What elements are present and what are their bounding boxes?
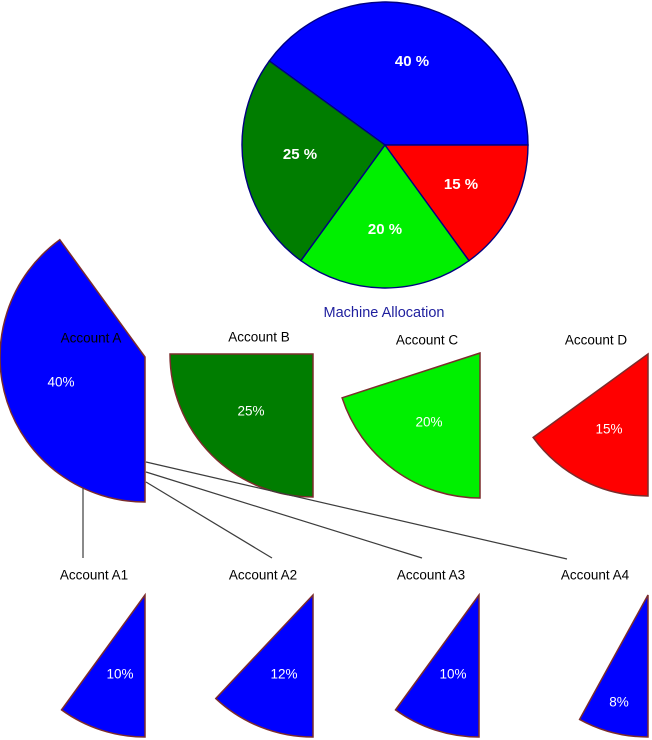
account-c-label: Account C: [395, 332, 459, 348]
main-pie: [241, 1, 529, 289]
pie-slice-account-d: [383, 144, 529, 262]
chart-title: Machine Allocation: [323, 305, 445, 322]
pie-label-20: 20 %: [367, 220, 403, 238]
account-b-percent: 25%: [237, 403, 265, 419]
connector-line-a3: [145, 471, 423, 559]
account-a3-label: Account A3: [396, 567, 466, 583]
pie-label-25: 25 %: [282, 145, 318, 163]
wedge-account-a3: [394, 592, 480, 738]
account-d-label: Account D: [564, 332, 628, 348]
account-a2-label: Account A2: [228, 567, 298, 583]
connector-lines: [82, 461, 568, 560]
account-b-label: Account B: [228, 329, 290, 345]
account-c-percent: 20%: [415, 414, 443, 430]
account-a4-percent: 8%: [609, 694, 629, 710]
pie-slice-account-c: [299, 143, 471, 289]
wedge-account-c: [341, 351, 481, 499]
connector-line-a2: [145, 481, 273, 559]
subaccount-wedges: [60, 592, 649, 738]
wedge-account-b: [169, 353, 314, 498]
wedge-account-a1: [60, 592, 146, 738]
account-wedges: [0, 238, 649, 503]
wedge-account-a: [0, 238, 146, 503]
account-a4-label: Account A4: [560, 567, 630, 583]
pie-slice-account-b: [241, 59, 386, 262]
account-a1-percent: 10%: [106, 666, 134, 682]
wedge-account-d: [532, 352, 649, 497]
account-a2-percent: 12%: [270, 666, 298, 682]
pie-slice-account-a: [268, 1, 529, 146]
connector-line-a4: [145, 461, 568, 560]
pie-label-40: 40 %: [394, 52, 430, 70]
account-a-percent: 40%: [47, 374, 75, 390]
pie-label-15: 15 %: [443, 175, 479, 193]
wedge-account-a2: [214, 593, 314, 738]
wedge-account-a4: [578, 594, 649, 738]
account-a3-percent: 10%: [439, 666, 467, 682]
account-a-label: Account A: [60, 330, 122, 346]
account-d-percent: 15%: [595, 421, 623, 437]
account-a1-label: Account A1: [59, 567, 129, 583]
